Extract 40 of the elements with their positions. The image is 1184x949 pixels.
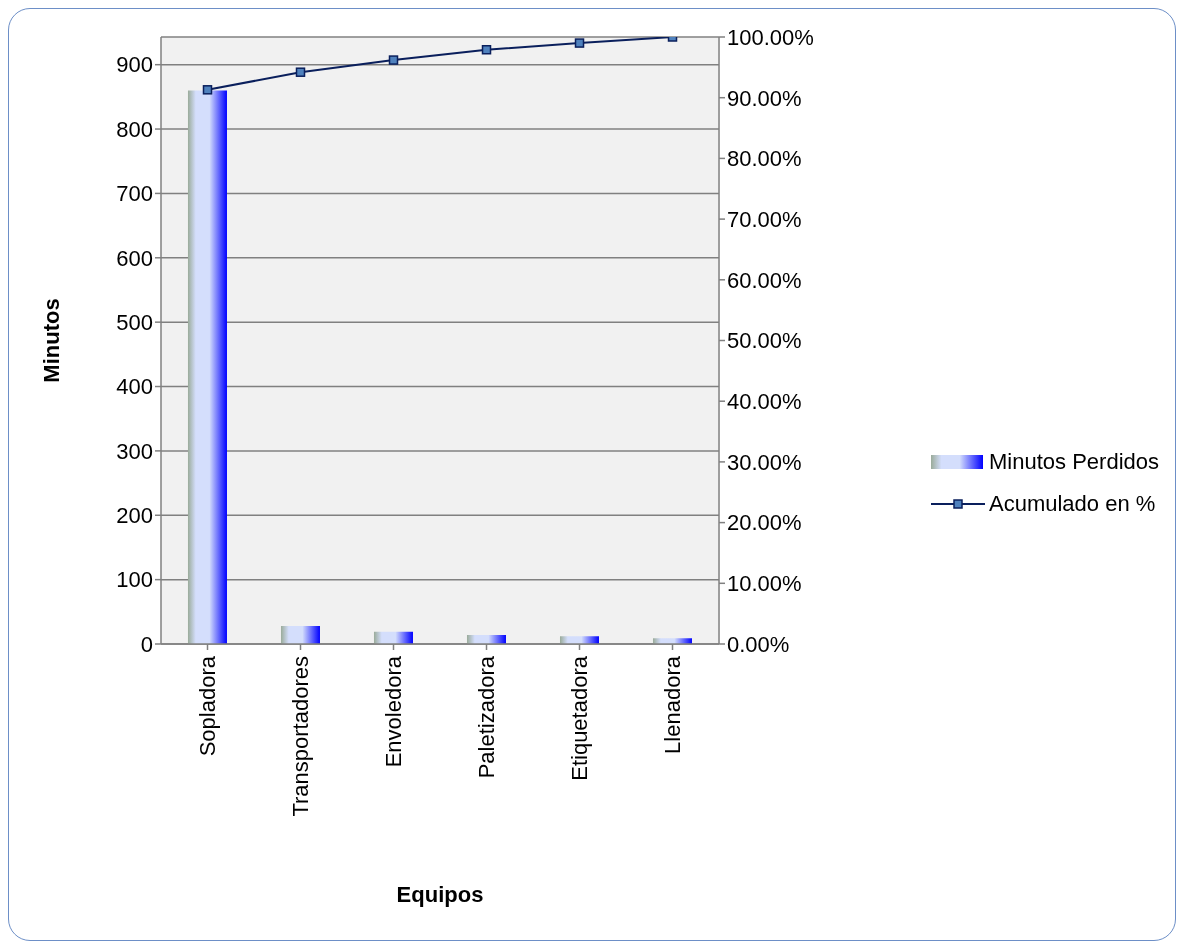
- bar: [280, 625, 320, 644]
- bar: [187, 90, 227, 644]
- bar: [559, 636, 599, 644]
- y2-tick-label: 50.00%: [727, 328, 802, 354]
- y-tick-label: 900: [116, 52, 153, 78]
- y-tick-label: 300: [116, 438, 153, 464]
- x-axis-title: Equipos: [396, 882, 484, 907]
- y2-tick-label: 40.00%: [727, 389, 802, 415]
- y-tick-label: 800: [116, 116, 153, 142]
- x-tick-label: Transportadores: [288, 656, 314, 817]
- y2-tick-label: 20.00%: [727, 510, 802, 536]
- y-tick-label: 0: [140, 631, 153, 657]
- y-tick-label: 600: [116, 245, 153, 271]
- legend-label: Minutos Perdidos: [989, 449, 1159, 475]
- legend-label: Acumulado en %: [989, 491, 1156, 517]
- y-tick-label: 200: [116, 503, 153, 529]
- bar: [373, 631, 413, 644]
- point: [295, 67, 306, 77]
- x-tick-label: Etiquetadora: [567, 655, 593, 781]
- y-tick-label: 500: [116, 309, 153, 335]
- x-tick-label: Paletizadora: [474, 655, 500, 779]
- y2-tick-label: 30.00%: [727, 449, 802, 475]
- y2-tick-label: 100.00%: [727, 24, 814, 50]
- y2-tick-label: 0.00%: [727, 631, 790, 657]
- x-tick-label: Sopladora: [195, 655, 221, 757]
- y2-tick-label: 60.00%: [727, 267, 802, 293]
- point: [388, 55, 399, 65]
- y2-tick-label: 80.00%: [727, 146, 802, 172]
- y-axis-title: Minutos: [38, 298, 64, 383]
- y2-tick-label: 90.00%: [727, 85, 802, 111]
- x-tick-label: Envoledora: [381, 655, 407, 768]
- x-tick-label: Llenadora: [660, 655, 686, 754]
- y-tick-label: 100: [116, 567, 153, 593]
- y2-tick-label: 10.00%: [727, 571, 802, 597]
- point: [202, 85, 213, 95]
- point: [574, 38, 585, 48]
- y-tick-label: 700: [116, 181, 153, 207]
- y-tick-label: 400: [116, 374, 153, 400]
- point: [481, 45, 492, 55]
- y2-tick-label: 70.00%: [727, 206, 802, 232]
